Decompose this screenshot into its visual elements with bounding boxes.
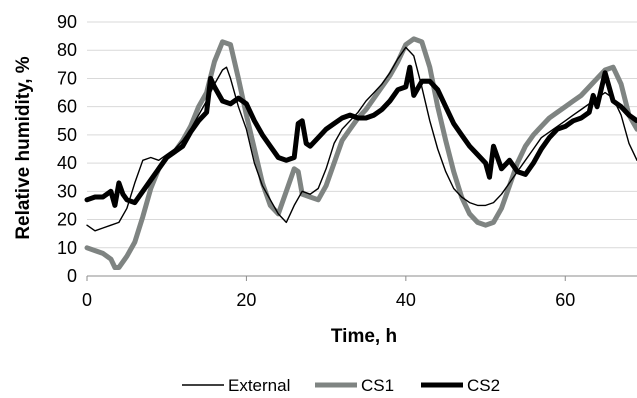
- series-line-cs2: [84, 64, 637, 208]
- tick-labels: 0 10 20 30 40 50 60 70 80 90 0 20 40 60: [57, 12, 575, 310]
- x-tick-label: 60: [555, 290, 575, 310]
- y-tick-label: 40: [57, 153, 77, 173]
- y-tick-label: 30: [57, 181, 77, 201]
- y-tick-label: 50: [57, 125, 77, 145]
- y-tick-label: 80: [57, 40, 77, 60]
- legend-label-external: External: [228, 376, 290, 395]
- series-lines: [84, 36, 637, 270]
- legend-label-cs2: CS2: [467, 376, 500, 395]
- y-tick-label: 90: [57, 12, 77, 32]
- y-axis-title: Relative humidity, %: [13, 56, 34, 239]
- x-tick-label: 40: [396, 290, 416, 310]
- legend-label-cs1: CS1: [361, 376, 394, 395]
- x-tick-label: 20: [236, 290, 256, 310]
- y-tick-label: 60: [57, 97, 77, 117]
- x-axis-title: Time, h: [331, 326, 397, 347]
- axes: [86, 275, 637, 281]
- y-tick-label: 70: [57, 68, 77, 88]
- legend: External CS1 CS2: [182, 376, 500, 395]
- y-tick-label: 0: [67, 266, 77, 286]
- y-tick-label: 20: [57, 210, 77, 230]
- y-tick-label: 10: [57, 238, 77, 258]
- x-tick-label: 0: [82, 290, 92, 310]
- series-line-external: [86, 46, 637, 232]
